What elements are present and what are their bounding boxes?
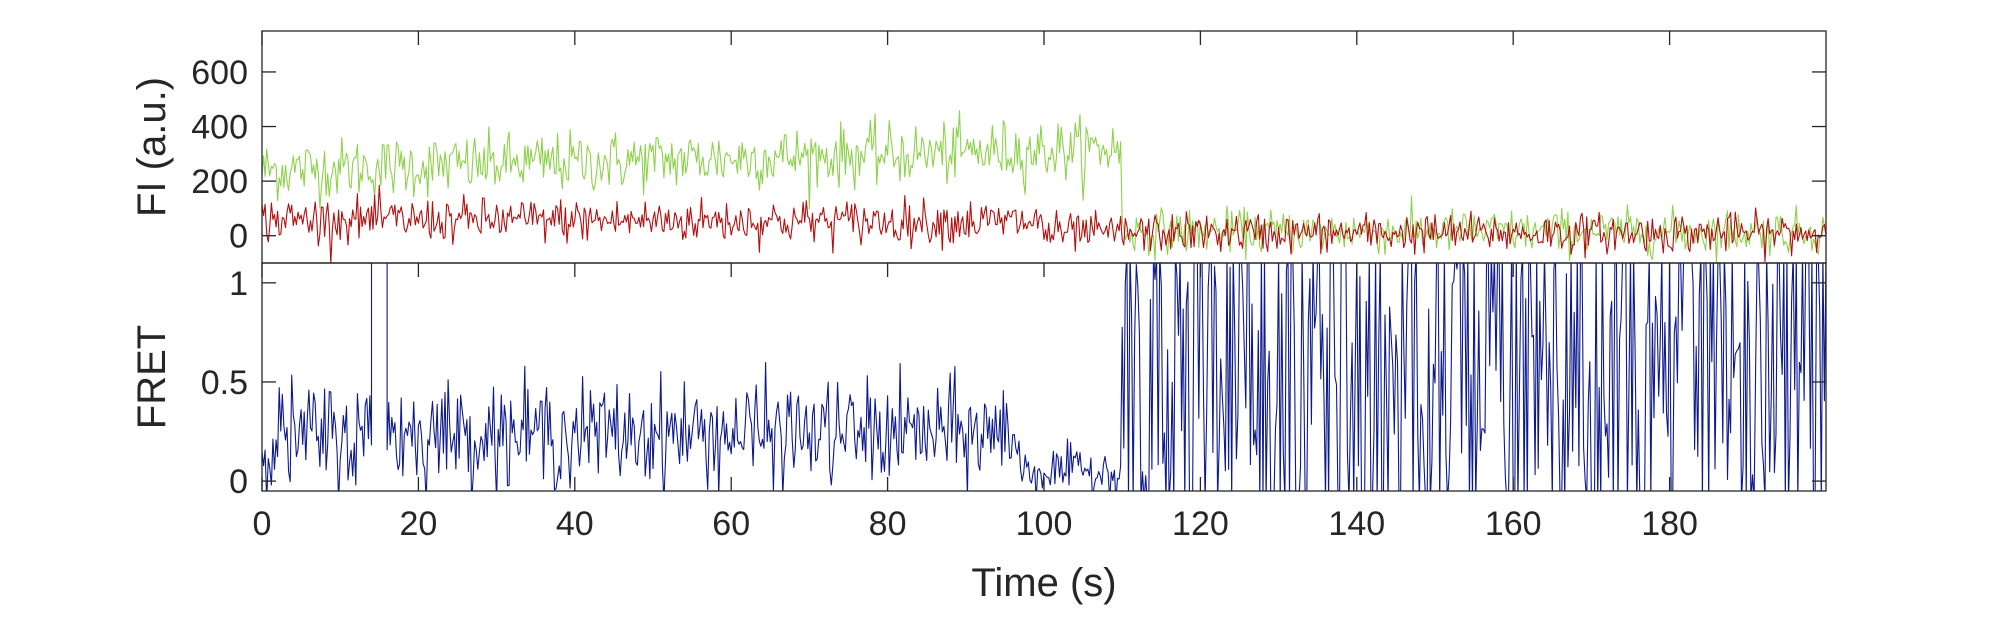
y-tick-label: 400 <box>191 109 248 147</box>
fret-plot-area <box>262 263 1826 491</box>
time-x-ticks: 0 20 40 60 80 100 120 140 160 180 <box>253 31 1698 543</box>
x-tick-label: 80 <box>869 505 907 543</box>
time-x-axis-label: Time (s) <box>971 561 1116 605</box>
series-line-fret-efficiency <box>262 263 1826 491</box>
x-tick-label: 60 <box>712 505 750 543</box>
x-tick-label: 180 <box>1641 505 1698 543</box>
y-tick-label: 0 <box>229 463 248 501</box>
fluorescence-y-ticks: 0 200 400 600 <box>191 54 1826 256</box>
fluorescence-y-axis-label: FI (a.u.) <box>130 77 174 217</box>
fret-panel: 00.51 0 20 40 60 80 100 120 140 160 180 FRET Time… <box>130 31 1827 605</box>
fret-y-axis-label: FRET <box>130 325 174 429</box>
y-tick-label: 0 <box>229 218 248 256</box>
x-tick-label: 100 <box>1016 505 1073 543</box>
fluorescence-panel: 0 200 400 600 FI (a.u.) <box>130 30 1827 264</box>
fret-y-ticks: 00.51 <box>201 265 1826 501</box>
y-tick-label: 200 <box>191 163 248 201</box>
x-tick-label: 140 <box>1328 505 1385 543</box>
fluorescence-plot-area <box>262 110 1826 263</box>
x-tick-label: 20 <box>399 505 437 543</box>
x-tick-label: 120 <box>1172 505 1229 543</box>
y-tick-label: 600 <box>191 54 248 92</box>
x-tick-label: 160 <box>1485 505 1542 543</box>
x-tick-label: 40 <box>556 505 594 543</box>
series-line-acceptor <box>262 110 1826 263</box>
series-line-donor <box>262 184 1826 263</box>
y-tick-label: 0.5 <box>201 364 248 402</box>
y-tick-label: 1 <box>229 265 248 303</box>
x-tick-label: 0 <box>253 505 272 543</box>
